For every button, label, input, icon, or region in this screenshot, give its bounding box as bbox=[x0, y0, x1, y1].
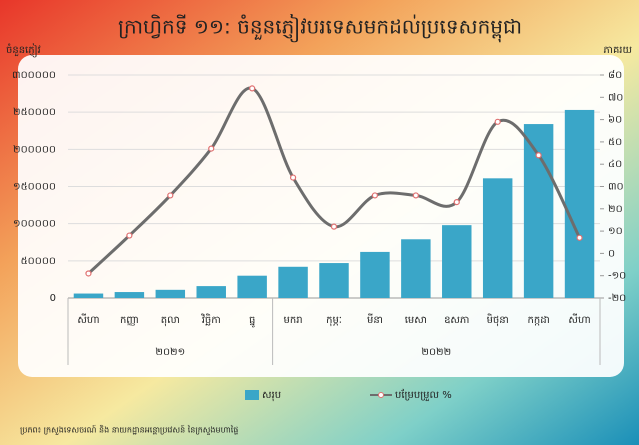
y2-axis-label: ភាគរយ bbox=[603, 45, 632, 56]
group-label: ២០២១ bbox=[155, 347, 185, 358]
line-marker bbox=[371, 192, 379, 199]
y2-tick-label: -២០ bbox=[608, 293, 626, 304]
line-marker bbox=[167, 192, 174, 199]
x-tick-label: កក្កដា bbox=[528, 315, 550, 326]
bar bbox=[442, 225, 472, 298]
x-tick-label: កុម្ភៈ bbox=[326, 315, 342, 327]
x-tick-label: កញ្ញា bbox=[120, 315, 139, 326]
x-tick-label: ធ្នូ bbox=[249, 315, 255, 328]
x-tick-label: តុលា bbox=[161, 315, 180, 327]
y2-tick-label: ០ bbox=[608, 248, 615, 259]
bar bbox=[319, 263, 349, 298]
x-tick-label: សីហា bbox=[77, 313, 99, 326]
bar bbox=[114, 292, 145, 298]
line-marker bbox=[289, 174, 297, 181]
chart-title: ក្រាហ្វិកទី ១១: ចំនួនភ្ញៀវបរទេសមកដល់ប្រទ… bbox=[118, 14, 522, 43]
y-tick-label: ៣០០០០០ bbox=[12, 70, 56, 81]
x-tick-label: មិថុនា bbox=[487, 313, 509, 327]
y2-tick-label: ៥០ bbox=[608, 137, 622, 148]
y-tick-label: ២៥០០០០ bbox=[13, 107, 56, 118]
x-tick-label: ឧសភា bbox=[444, 315, 469, 326]
bar bbox=[482, 178, 513, 298]
y2-tick-label: ២០ bbox=[608, 204, 623, 215]
x-tick-label: មីនា bbox=[367, 313, 383, 326]
y-axis-label: ចំនួនភ្ញៀវ bbox=[6, 43, 41, 58]
x-tick-label: សីហា bbox=[568, 313, 590, 326]
legend-label: បម្រែបម្រួល % bbox=[395, 388, 452, 402]
y2-tick-label: ៦០ bbox=[608, 114, 622, 126]
x-tick-label: មករា bbox=[284, 315, 303, 326]
x-tick-label: មេសា bbox=[405, 315, 427, 326]
y2-tick-label: ១០ bbox=[608, 226, 623, 237]
line-marker bbox=[494, 118, 501, 125]
line-marker bbox=[535, 152, 542, 159]
y2-tick-label: ៤០ bbox=[608, 159, 622, 170]
legend-swatch bbox=[245, 390, 259, 400]
y-tick-label: ៥០០០០ bbox=[21, 256, 56, 267]
line-marker bbox=[330, 223, 338, 230]
y-tick-label: 0 bbox=[50, 293, 56, 304]
y-tick-label: ២០០០០០ bbox=[13, 144, 56, 155]
bar bbox=[155, 289, 186, 298]
bar bbox=[196, 286, 226, 298]
line-marker bbox=[85, 270, 92, 277]
bar bbox=[237, 275, 267, 298]
legend-label: សរុប bbox=[262, 390, 281, 402]
legend-swatch bbox=[378, 392, 384, 398]
bar bbox=[73, 293, 104, 298]
y2-tick-label: ៨០ bbox=[608, 69, 622, 81]
bar bbox=[360, 251, 390, 298]
line-marker bbox=[249, 85, 256, 92]
bar bbox=[401, 239, 431, 298]
line-marker bbox=[453, 199, 460, 206]
group-label: ២០២២ bbox=[421, 347, 451, 358]
y-tick-label: ១០០០០០ bbox=[13, 219, 56, 230]
line-marker bbox=[208, 145, 215, 152]
y-tick-label: ១៥០០០០ bbox=[13, 182, 56, 193]
source: ប្រភព៖ ក្រសួងទេសចរណ៍ និង នាយកដ្ឋានអន្តោប… bbox=[20, 425, 238, 436]
bar bbox=[564, 109, 595, 298]
bar bbox=[523, 124, 554, 298]
line-marker bbox=[412, 192, 419, 199]
y2-tick-label: ៧០ bbox=[608, 92, 623, 103]
bar bbox=[278, 266, 308, 298]
line-marker bbox=[576, 234, 583, 241]
x-tick-label: វិច្ឆិកា bbox=[201, 313, 221, 326]
y2-tick-label: ៣០ bbox=[608, 182, 624, 193]
line-marker bbox=[126, 232, 133, 239]
y2-tick-label: -១០ bbox=[608, 271, 626, 282]
